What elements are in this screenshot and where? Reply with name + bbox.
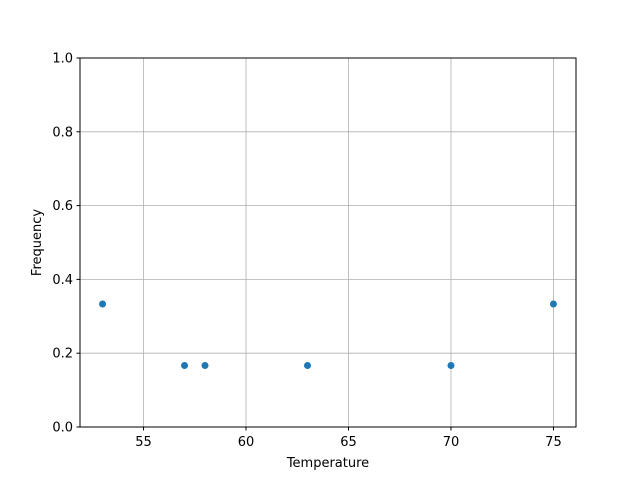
y-tick-label: 1.0 xyxy=(52,52,73,67)
data-points xyxy=(99,300,557,369)
x-tick-label: 70 xyxy=(443,435,460,450)
x-axis-ticks: 55 60 65 70 75 xyxy=(135,427,562,450)
y-axis-ticks: 0.0 0.2 0.4 0.6 0.8 1.0 xyxy=(52,52,80,436)
data-point xyxy=(447,361,455,369)
data-point xyxy=(304,361,312,369)
data-point xyxy=(201,361,209,369)
plot-frame xyxy=(79,57,577,428)
y-tick-label: 0.0 xyxy=(52,421,73,436)
x-tick-label: 60 xyxy=(238,435,255,450)
y-tick-label: 0.6 xyxy=(52,199,73,214)
data-point xyxy=(549,300,557,308)
x-tick-label: 75 xyxy=(545,435,562,450)
y-tick-label: 0.2 xyxy=(52,347,73,362)
y-tick-label: 0.4 xyxy=(52,273,73,288)
y-tick-label: 0.8 xyxy=(52,125,73,140)
x-tick-label: 55 xyxy=(135,435,152,450)
data-point xyxy=(181,361,189,369)
y-axis-label: Frequency xyxy=(30,209,45,276)
grid xyxy=(80,57,576,428)
x-tick-label: 65 xyxy=(340,435,357,450)
data-point xyxy=(99,300,107,308)
x-axis-label: Temperature xyxy=(286,456,369,471)
